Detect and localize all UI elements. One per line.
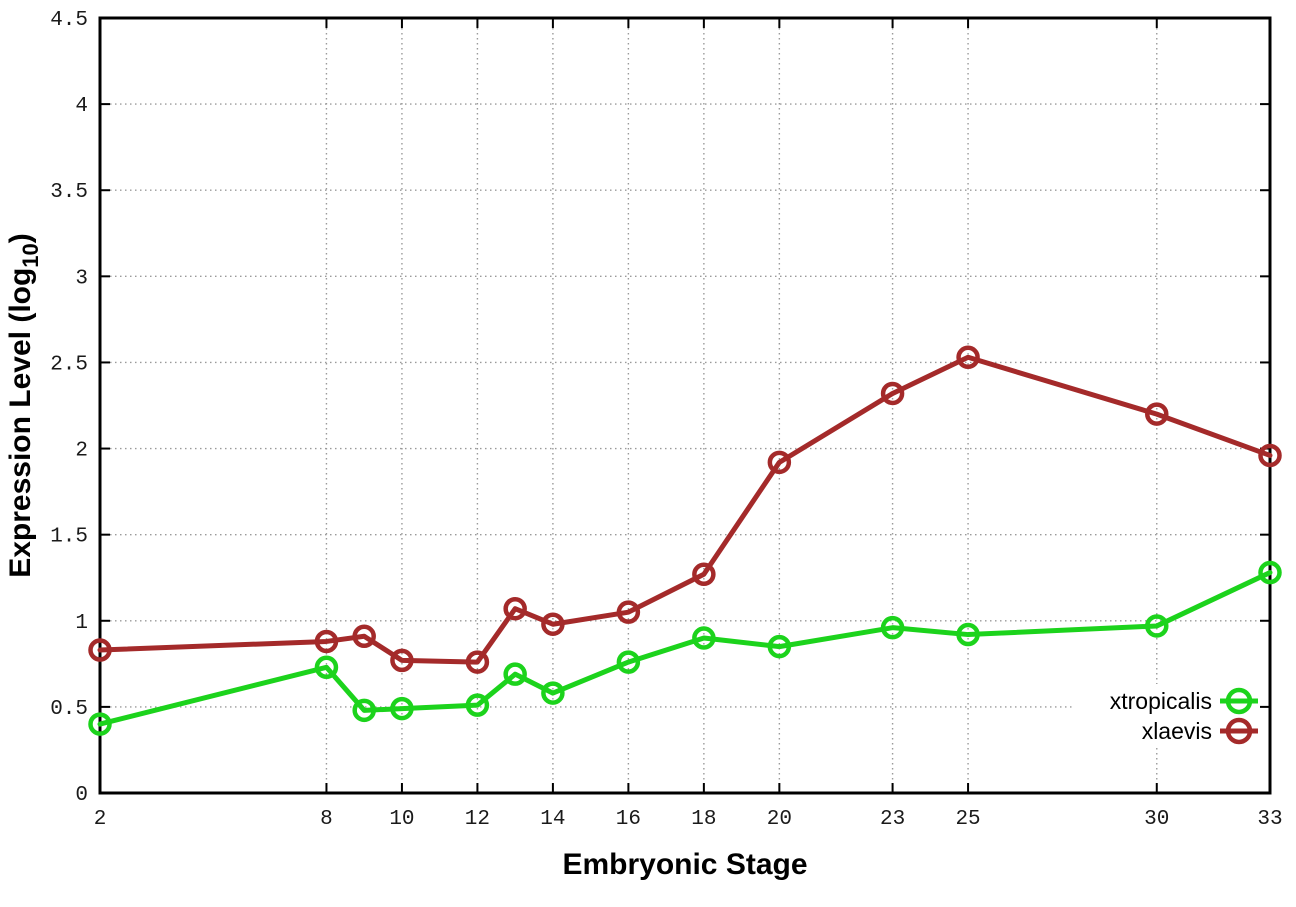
series-xlaevis-marker <box>314 629 339 654</box>
series-xlaevis-marker <box>352 624 376 649</box>
series-xlaevis-markers <box>88 345 1282 674</box>
series-xtropicalis-marker <box>880 615 905 640</box>
series-xtropicalis-marker <box>956 622 980 647</box>
series-xlaevis-marker <box>88 638 112 662</box>
x-tick-labels: 2 8 10 12 14 16 18 20 23 25 30 33 <box>94 808 1283 831</box>
series-xlaevis-marker <box>465 650 490 674</box>
x-tick-label: 30 <box>1144 808 1169 831</box>
x-axis-title: Embryonic Stage <box>562 848 807 881</box>
series-xtropicalis-marker <box>692 626 716 650</box>
series-xtropicalis-marker <box>503 662 527 686</box>
y-tick-label: 2 <box>75 440 88 463</box>
x-tick-label: 14 <box>540 808 565 831</box>
legend: xtropicalis xlaevis <box>1110 687 1258 745</box>
x-tick-label: 23 <box>880 808 905 831</box>
series-xtropicalis-marker <box>390 696 414 721</box>
series-xtropicalis-marker <box>541 681 565 705</box>
legend-marker-xtropicalis <box>1225 687 1253 715</box>
series-xlaevis-marker <box>390 648 414 673</box>
series-xtropicalis-marker <box>314 655 339 680</box>
series-xtropicalis-markers <box>88 560 1282 736</box>
axis-ticks <box>99 17 1271 794</box>
series-xtropicalis-marker <box>616 650 641 674</box>
series-xlaevis-marker <box>1258 443 1282 468</box>
y-tick-labels: 0 0.5 1 1.5 2 2.5 3 3.5 4 4.5 <box>50 9 88 807</box>
y-tick-label: 1.5 <box>50 526 88 549</box>
x-tick-label: 25 <box>955 808 980 831</box>
x-tick-label: 8 <box>320 808 333 831</box>
series-xlaevis-marker <box>692 562 716 587</box>
y-tick-label: 0.5 <box>50 698 88 721</box>
legend-background <box>1072 684 1268 746</box>
y-tick-label: 0 <box>75 784 88 807</box>
y-tick-label: 4 <box>75 95 88 118</box>
y-tick-label: 1 <box>75 612 88 635</box>
series-xtropicalis-marker <box>767 634 792 659</box>
y-tick-label: 3.5 <box>50 181 88 204</box>
x-tick-label: 16 <box>616 808 641 831</box>
series-xtropicalis-marker <box>1145 614 1169 638</box>
x-tick-label: 2 <box>94 808 107 831</box>
legend-marker-xlaevis <box>1225 717 1253 745</box>
series-xtropicalis-marker <box>465 693 490 717</box>
x-tick-label: 10 <box>389 808 414 831</box>
x-tick-label: 20 <box>767 808 792 831</box>
x-tick-label: 33 <box>1257 808 1282 831</box>
series-xlaevis-marker <box>616 600 641 624</box>
series-xlaevis-marker <box>767 450 792 475</box>
legend-label-xlaevis: xlaevis <box>1142 718 1212 744</box>
series-xtropicalis-marker <box>352 698 376 723</box>
grid-lines <box>100 18 1270 793</box>
series-xtropicalis-marker <box>88 712 112 736</box>
series-xlaevis-marker <box>880 381 905 406</box>
series-xlaevis-marker <box>503 596 527 621</box>
legend-label-xtropicalis: xtropicalis <box>1110 688 1212 714</box>
series-xtropicalis-marker <box>1258 560 1282 585</box>
x-tick-label: 12 <box>465 808 490 831</box>
series-xtropicalis-line <box>97 570 1273 727</box>
y-axis-title: Expression Level (log10) <box>4 233 43 578</box>
x-tick-label: 18 <box>691 808 716 831</box>
y-tick-label: 2.5 <box>50 353 88 376</box>
series-xlaevis-marker <box>1145 402 1169 426</box>
series-xlaevis-marker <box>541 612 565 636</box>
y-tick-label: 3 <box>75 267 88 290</box>
series-xlaevis-marker <box>956 345 980 370</box>
y-tick-label: 4.5 <box>50 9 88 32</box>
plot-frame <box>98 16 1272 795</box>
